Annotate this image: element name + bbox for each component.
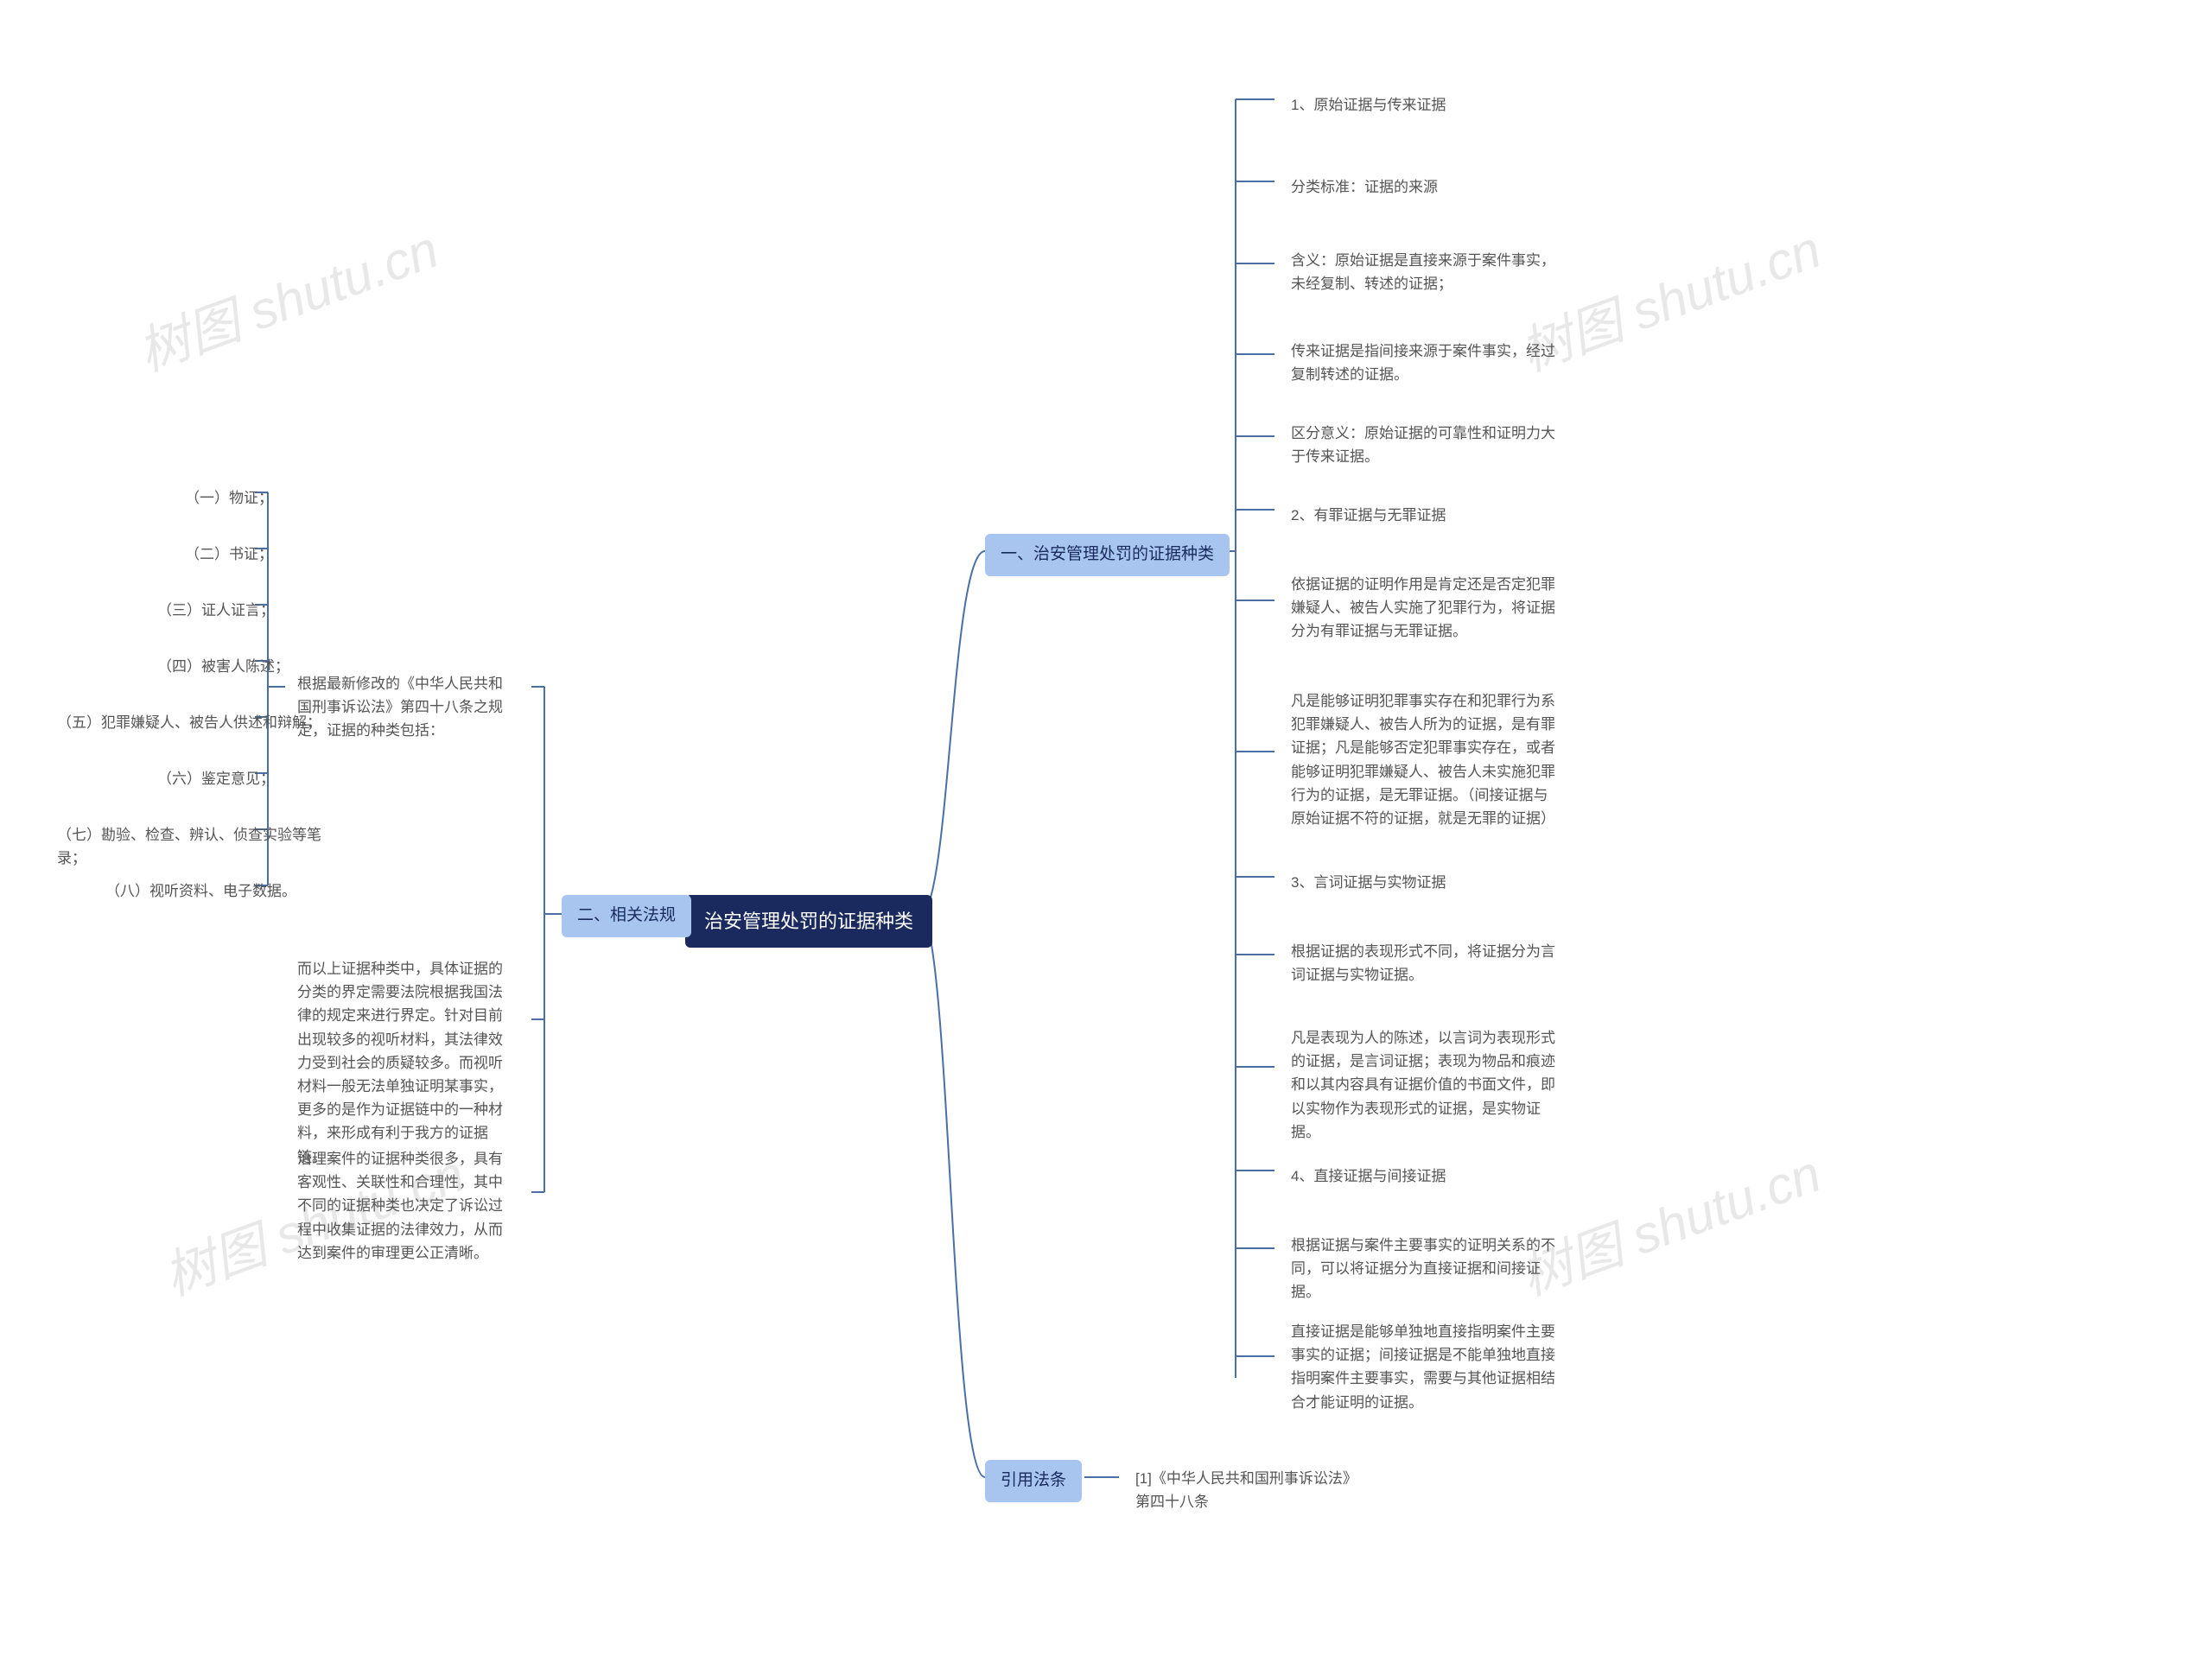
leaf-b1-2: 分类标准：证据的来源 — [1279, 168, 1450, 206]
branch-related-laws[interactable]: 二、相关法规 — [562, 895, 691, 937]
leaf-b2-6: （六）鉴定意见； — [145, 760, 287, 797]
leaf-b1-5: 区分意义：原始证据的可靠性和证明力大于传来证据。 — [1279, 415, 1573, 475]
leaf-citation-1: [1]《中华人民共和国刑事诉讼法》第四十八条 — [1123, 1460, 1382, 1520]
branch-evidence-types[interactable]: 一、治安管理处罚的证据种类 — [985, 534, 1230, 576]
leaf-b2-4: （四）被害人陈述； — [145, 648, 302, 685]
root-node[interactable]: 治安管理处罚的证据种类 — [685, 895, 932, 948]
leaf-b1-14: 直接证据是能够单独地直接指明案件主要事实的证据；间接证据是不能单独地直接指明案件… — [1279, 1313, 1573, 1421]
watermark: 树图 shutu.cn — [126, 207, 447, 385]
leaf-b2-1: （一）物证； — [173, 479, 285, 517]
leaf-b1-6: 2、有罪证据与无罪证据 — [1279, 497, 1458, 534]
leaf-b1-10: 根据证据的表现形式不同，将证据分为言词证据与实物证据。 — [1279, 933, 1573, 993]
leaf-b1-7: 依据证据的证明作用是肯定还是否定犯罪嫌疑人、被告人实施了犯罪行为，将证据分为有罪… — [1279, 566, 1573, 650]
leaf-b2-7: （七）勘验、检查、辨认、侦查实验等笔录； — [45, 816, 339, 877]
branch2-para-2: 治理案件的证据种类很多，具有客观性、关联性和合理性，其中不同的证据种类也决定了诉… — [285, 1140, 527, 1272]
leaf-b1-9: 3、言词证据与实物证据 — [1279, 864, 1458, 901]
leaf-b1-4: 传来证据是指间接来源于案件事实，经过复制转述的证据。 — [1279, 333, 1573, 393]
leaf-b2-2: （二）书证； — [173, 536, 285, 573]
leaf-b2-5: （五）犯罪嫌疑人、被告人供述和辩解； — [45, 704, 334, 741]
leaf-b1-11: 凡是表现为人的陈述，以言词为表现形式的证据，是言词证据；表现为物品和痕迹和以其内… — [1279, 1019, 1573, 1151]
leaf-b2-3: （三）证人证言； — [145, 592, 287, 629]
leaf-b1-12: 4、直接证据与间接证据 — [1279, 1158, 1458, 1195]
leaf-b1-8: 凡是能够证明犯罪事实存在和犯罪行为系犯罪嫌疑人、被告人所为的证据，是有罪证据；凡… — [1279, 682, 1573, 837]
leaf-b1-13: 根据证据与案件主要事实的证明关系的不同，可以将证据分为直接证据和间接证据。 — [1279, 1227, 1573, 1311]
leaf-b1-1: 1、原始证据与传来证据 — [1279, 86, 1458, 124]
leaf-b1-3: 含义：原始证据是直接来源于案件事实，未经复制、转述的证据； — [1279, 242, 1573, 302]
branch-citation[interactable]: 引用法条 — [985, 1460, 1082, 1502]
leaf-b2-8: （八）视听资料、电子数据。 — [93, 872, 308, 910]
